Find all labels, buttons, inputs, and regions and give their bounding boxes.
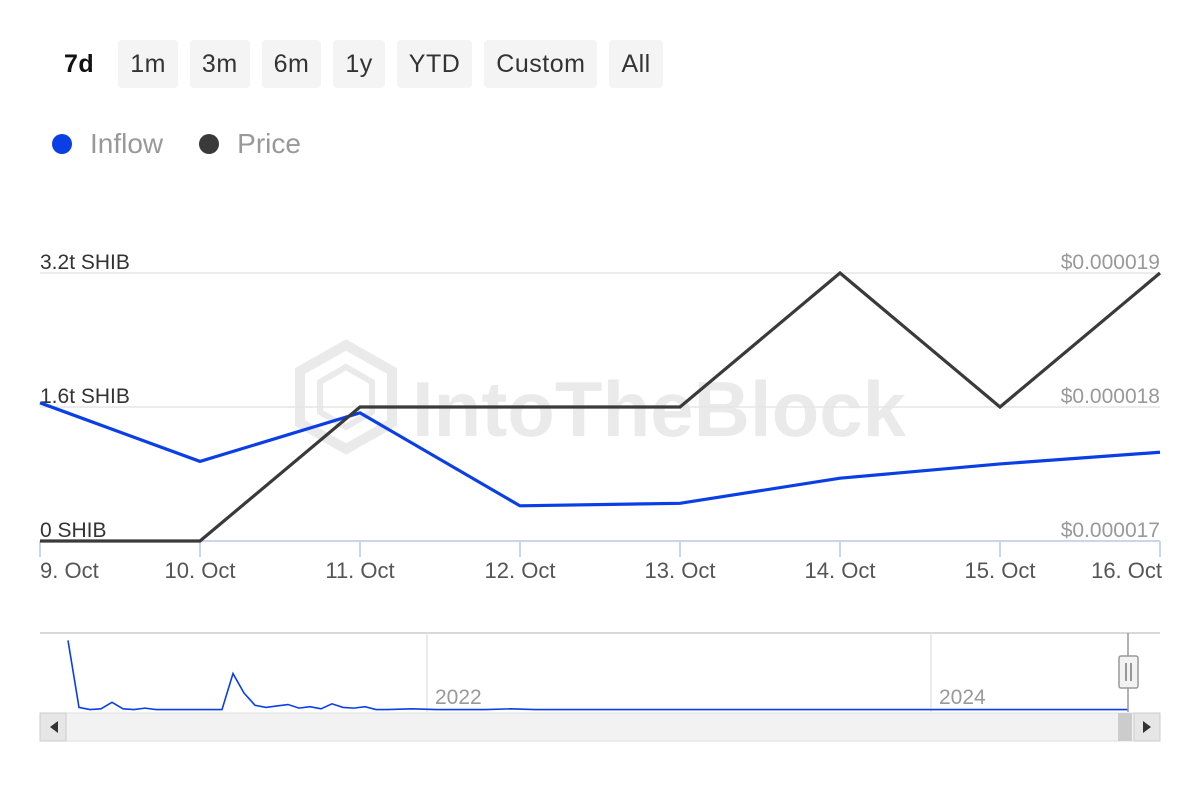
range-button-7d[interactable]: 7d — [52, 40, 107, 88]
navigator: 2022 2024 — [39, 632, 1161, 742]
series-line-inflow[interactable] — [39, 401, 1161, 508]
navigator-handle[interactable] — [1118, 655, 1139, 689]
navigator-year-label: 2022 — [435, 686, 482, 709]
scrollbar-thumb[interactable] — [1118, 713, 1132, 741]
left-axis-tick-label: 0 SHIB — [40, 519, 107, 542]
time-range-selector: 7d 1m 3m 6m 1y YTD Custom All — [52, 40, 663, 88]
legend-item-inflow[interactable]: Inflow — [52, 128, 163, 160]
watermark-text: IntoTheBlock — [412, 365, 907, 453]
right-axis-tick-label: $0.000019 — [1061, 251, 1160, 274]
x-axis-tick-label: 15. Oct — [965, 558, 1036, 583]
axes: 0 SHIB 1.6t SHIB 3.2t SHIB $0.000017 $0.0000… — [39, 251, 1162, 583]
x-axis-tick-label: 12. Oct — [485, 558, 556, 583]
x-axis-tick-label: 14. Oct — [805, 558, 876, 583]
x-axis-tick-label: 10. Oct — [165, 558, 236, 583]
x-axis-tick-label: 11. Oct — [325, 558, 394, 583]
range-button-all[interactable]: All — [609, 40, 663, 88]
legend-marker — [52, 134, 72, 154]
range-button-1m[interactable]: 1m — [118, 40, 178, 88]
range-button-3m[interactable]: 3m — [189, 40, 250, 88]
navigator-year-label: 2024 — [939, 686, 986, 709]
left-axis-tick-label: 3.2t SHIB — [40, 251, 130, 274]
series-line-price[interactable] — [40, 270, 1162, 543]
legend-label: Inflow — [90, 128, 164, 159]
right-axis-tick-label: $0.000017 — [1061, 519, 1160, 542]
left-axis-tick-label: 1.6t SHIB — [40, 385, 130, 408]
range-button-1y[interactable]: 1y — [333, 40, 385, 88]
scrollbar-track[interactable] — [39, 712, 1161, 742]
right-axis-tick-label: $0.000018 — [1061, 385, 1160, 408]
range-button-custom[interactable]: Custom — [484, 40, 598, 88]
navigator-sparkline — [67, 640, 1128, 711]
chart-legend: Inflow Price — [52, 128, 301, 160]
x-axis-tick-label: 13. Oct — [645, 558, 716, 583]
scroll-right-arrow-icon — [1143, 721, 1151, 733]
series-layer — [39, 270, 1162, 543]
scroll-left-arrow-icon — [50, 721, 58, 733]
x-axis-tick-label: 16. Oct — [1091, 558, 1162, 583]
legend-item-price[interactable]: Price — [199, 128, 301, 160]
legend-marker — [199, 134, 220, 154]
range-button-ytd[interactable]: YTD — [396, 40, 473, 88]
range-button-6m[interactable]: 6m — [261, 40, 322, 88]
legend-label: Price — [237, 128, 301, 159]
x-axis-tick-label: 9. Oct — [40, 558, 99, 583]
watermark: IntoTheBlock — [295, 339, 907, 455]
